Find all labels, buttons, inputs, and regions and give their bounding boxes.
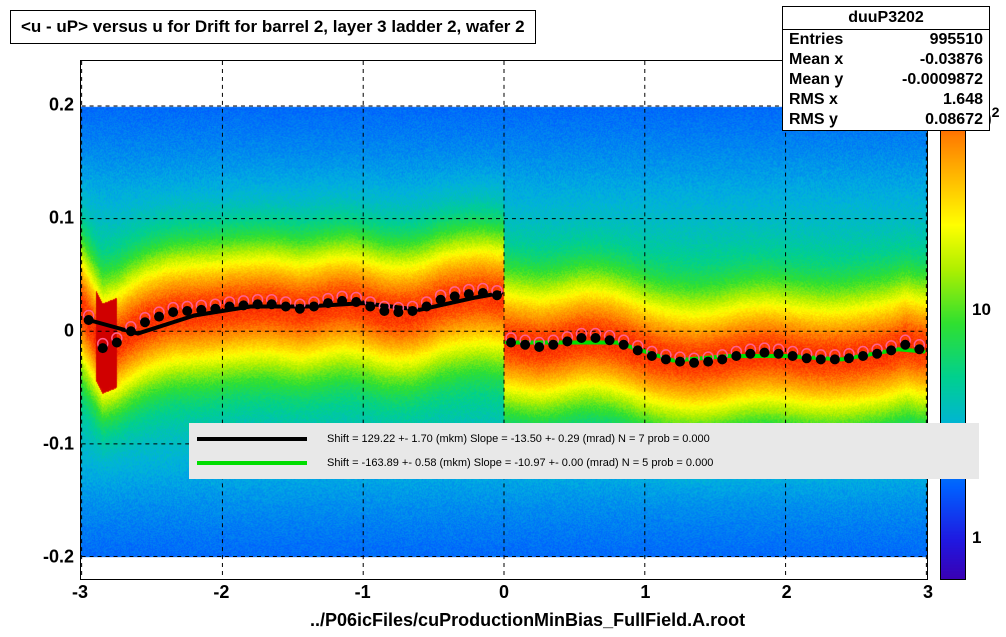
legend-swatch bbox=[197, 461, 307, 465]
x-tick-label: 3 bbox=[923, 582, 933, 603]
stats-rmsy-label: RMS y bbox=[789, 111, 838, 129]
x-tick-label: -1 bbox=[355, 582, 371, 603]
stats-rmsx: RMS x 1.648 bbox=[783, 90, 989, 110]
x-tick-label: 0 bbox=[499, 582, 509, 603]
y-tick-label: 0.2 bbox=[49, 95, 74, 116]
x-tick-label: -3 bbox=[72, 582, 88, 603]
legend-row: Shift = -163.89 +- 0.58 (mkm) Slope = -1… bbox=[189, 451, 979, 475]
x-tick-label: -2 bbox=[213, 582, 229, 603]
x-tick-label: 1 bbox=[640, 582, 650, 603]
y-tick-label: -0.2 bbox=[43, 547, 74, 568]
chart-title: <u - uP> versus u for Drift for barrel 2… bbox=[10, 10, 536, 44]
heatmap-canvas bbox=[81, 61, 927, 579]
stats-rmsx-value: 1.648 bbox=[943, 91, 983, 109]
plot-area: Shift = 129.22 +- 1.70 (mkm) Slope = -13… bbox=[80, 60, 928, 580]
stats-meanx-label: Mean x bbox=[789, 51, 843, 69]
legend-swatch bbox=[197, 437, 307, 441]
stats-rmsy: RMS y 0.08672 bbox=[783, 110, 989, 130]
chart-title-text: <u - uP> versus u for Drift for barrel 2… bbox=[21, 17, 525, 36]
colorbar-tick-label: 1 bbox=[972, 528, 981, 548]
legend-row: Shift = 129.22 +- 1.70 (mkm) Slope = -13… bbox=[189, 427, 979, 451]
stats-meanx-value: -0.03876 bbox=[920, 51, 983, 69]
stats-rmsx-label: RMS x bbox=[789, 91, 838, 109]
legend-text: Shift = -163.89 +- 0.58 (mkm) Slope = -1… bbox=[327, 457, 713, 469]
stats-entries-label: Entries bbox=[789, 31, 843, 49]
y-tick-label: -0.1 bbox=[43, 434, 74, 455]
stats-meanx: Mean x -0.03876 bbox=[783, 50, 989, 70]
legend-box: Shift = 129.22 +- 1.70 (mkm) Slope = -13… bbox=[189, 423, 979, 479]
stats-box: duuP3202 Entries 995510 Mean x -0.03876 … bbox=[782, 6, 990, 131]
x-tick-label: 2 bbox=[782, 582, 792, 603]
stats-name: duuP3202 bbox=[783, 7, 989, 30]
colorbar bbox=[940, 60, 966, 580]
legend-text: Shift = 129.22 +- 1.70 (mkm) Slope = -13… bbox=[327, 433, 710, 445]
x-axis-label: ../P06icFiles/cuProductionMinBias_FullFi… bbox=[310, 610, 745, 631]
stats-entries: Entries 995510 bbox=[783, 30, 989, 50]
y-tick-label: 0 bbox=[64, 321, 74, 342]
stats-meany: Mean y -0.0009872 bbox=[783, 70, 989, 90]
stats-entries-value: 995510 bbox=[930, 31, 983, 49]
stats-meany-label: Mean y bbox=[789, 71, 843, 89]
stats-meany-value: -0.0009872 bbox=[902, 71, 983, 89]
plot-container: <u - uP> versus u for Drift for barrel 2… bbox=[0, 0, 1006, 637]
stats-rmsy-value: 0.08672 bbox=[925, 111, 983, 129]
colorbar-tick-label: 10 bbox=[972, 300, 991, 320]
y-tick-label: 0.1 bbox=[49, 208, 74, 229]
